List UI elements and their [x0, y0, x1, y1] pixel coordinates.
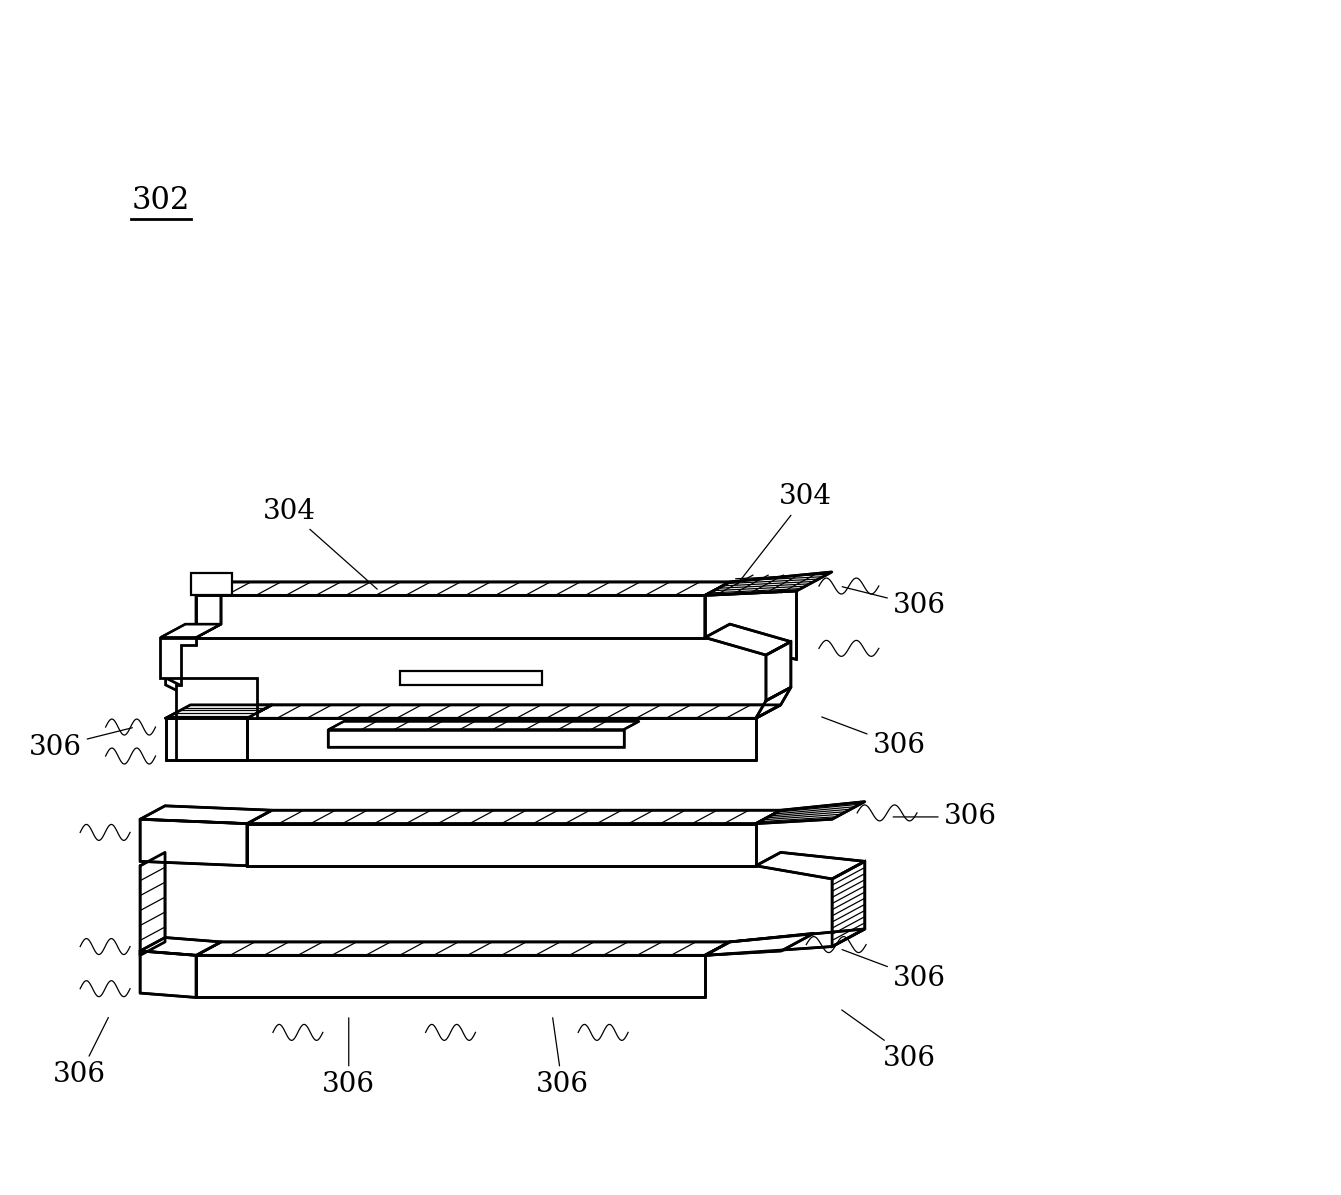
Polygon shape — [705, 572, 831, 595]
Text: 306: 306 — [842, 1010, 936, 1072]
Polygon shape — [141, 852, 165, 955]
Polygon shape — [165, 705, 272, 718]
Polygon shape — [141, 820, 247, 865]
Polygon shape — [756, 802, 865, 823]
Polygon shape — [247, 810, 780, 823]
Text: 306: 306 — [54, 1017, 109, 1089]
Polygon shape — [165, 718, 247, 760]
Polygon shape — [247, 718, 756, 760]
Text: 302: 302 — [131, 185, 189, 216]
Text: 304: 304 — [738, 483, 831, 584]
Polygon shape — [247, 823, 756, 865]
Polygon shape — [400, 670, 542, 685]
Polygon shape — [196, 595, 705, 637]
Polygon shape — [190, 574, 232, 595]
Polygon shape — [196, 582, 730, 595]
Text: 304: 304 — [263, 497, 377, 589]
Polygon shape — [165, 637, 247, 725]
Polygon shape — [329, 730, 624, 747]
Polygon shape — [196, 942, 730, 955]
Polygon shape — [705, 592, 797, 660]
Polygon shape — [141, 938, 221, 955]
Polygon shape — [756, 687, 791, 718]
Text: 306: 306 — [28, 728, 133, 760]
Polygon shape — [705, 929, 865, 955]
Text: 306: 306 — [893, 803, 996, 831]
Polygon shape — [141, 805, 272, 823]
Polygon shape — [705, 933, 814, 955]
Polygon shape — [756, 852, 865, 880]
Polygon shape — [161, 624, 221, 637]
Polygon shape — [766, 642, 791, 700]
Polygon shape — [196, 582, 221, 637]
Polygon shape — [329, 722, 640, 730]
Text: 306: 306 — [842, 587, 945, 619]
Polygon shape — [833, 862, 865, 946]
Polygon shape — [161, 637, 257, 760]
Text: 306: 306 — [322, 1018, 375, 1098]
Text: 306: 306 — [536, 1018, 589, 1098]
Polygon shape — [141, 951, 196, 998]
Polygon shape — [247, 705, 780, 718]
Text: 306: 306 — [822, 717, 925, 759]
Polygon shape — [196, 955, 705, 998]
Text: 306: 306 — [842, 950, 945, 992]
Polygon shape — [705, 624, 791, 655]
